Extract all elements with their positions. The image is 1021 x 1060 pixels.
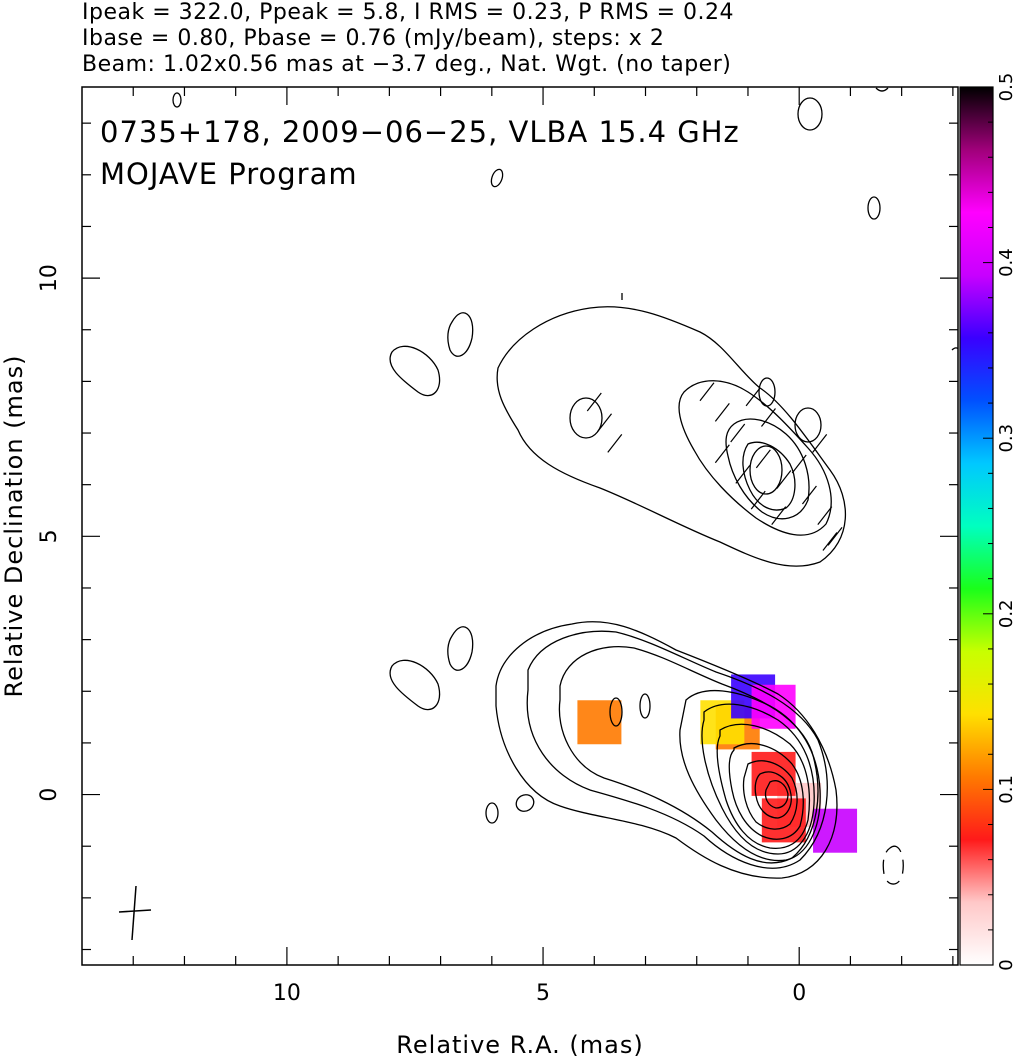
x-tick-label: 10 xyxy=(273,981,301,1006)
header-line-3: Beam: 1.02x0.56 mas at −3.7 deg., Nat. W… xyxy=(82,52,731,77)
contour-outer-left-2 xyxy=(447,626,474,671)
y-tick-label: 0 xyxy=(37,788,62,802)
contour-core-9 xyxy=(754,771,792,819)
evpa-tick xyxy=(801,485,817,505)
contour-core-3 xyxy=(558,646,819,864)
evpa-tick xyxy=(817,506,833,526)
evpa-tick xyxy=(750,490,766,510)
contour-core-1 xyxy=(495,621,838,879)
colorbar-tick-label: 0.3 xyxy=(996,424,1017,453)
colorbar-tick-label: 0.1 xyxy=(996,775,1017,804)
pol-contour-knot-left xyxy=(569,397,603,439)
evpa-vectors xyxy=(586,382,843,551)
y-axis-ticks: 10 5 0 xyxy=(37,122,958,951)
x-tick-label: 5 xyxy=(536,981,550,1006)
colorbar-ticks: 0 0.1 0.2 0.3 0.4 0.5 xyxy=(983,73,1017,971)
plot-area xyxy=(118,87,958,941)
pol-contour-small-top-right xyxy=(797,97,823,131)
contour-core-10 xyxy=(764,780,789,809)
colorbar-tick-label: 0.2 xyxy=(996,599,1017,628)
x-axis-label: Relative R.A. (mas) xyxy=(396,1031,643,1059)
x-axis-ticks: 10 5 0 xyxy=(132,87,954,1006)
contour-knot-1 xyxy=(609,697,623,727)
x-tick-label: 0 xyxy=(792,981,806,1006)
colorbar xyxy=(959,86,994,966)
plot-title-line-1: 0735+178, 2009−06−25, VLBA 15.4 GHz xyxy=(100,115,740,149)
pol-contour-2 xyxy=(678,380,832,536)
pol-contour-small-top-left xyxy=(172,92,182,108)
plot-title-line-2: MOJAVE Program xyxy=(100,157,358,191)
y-tick-label: 10 xyxy=(37,264,62,292)
contour-knot-2 xyxy=(639,693,651,719)
y-axis-label: Relative Declination (mas) xyxy=(0,354,28,697)
contour-core-6 xyxy=(716,723,811,850)
pol-contour-outer-left-2 xyxy=(447,312,474,357)
pol-contour-outer xyxy=(496,306,847,567)
evpa-tick xyxy=(586,392,602,412)
beam-marker xyxy=(118,885,152,941)
evpa-tick xyxy=(755,449,771,469)
evpa-tick xyxy=(730,423,746,443)
pol-contour-5 xyxy=(749,445,783,495)
evpa-tick xyxy=(822,532,838,551)
pol-contour-knot-right xyxy=(794,407,822,443)
pol-contour-3 xyxy=(725,418,810,520)
y-tick-label: 5 xyxy=(37,529,62,543)
evpa-tick xyxy=(760,408,776,427)
pol-contour-edge-right xyxy=(951,347,958,358)
evpa-tick xyxy=(597,413,612,433)
evpa-tick xyxy=(776,470,792,489)
evpa-tick xyxy=(745,387,761,407)
pol-contour-outer-left-1 xyxy=(389,345,441,397)
contour-negative-right xyxy=(882,845,904,885)
contour-core-5 xyxy=(701,703,815,855)
evpa-tick xyxy=(827,526,843,546)
evpa-tick xyxy=(714,444,730,464)
colorbar-tick-label: 0 xyxy=(996,959,1017,970)
pol-contour-small-right xyxy=(867,196,881,220)
evpa-tick xyxy=(791,454,807,474)
header-line-1: Ipeak = 322.0, Ppeak = 5.8, I RMS = 0.23… xyxy=(82,0,734,25)
contour-small-2 xyxy=(485,802,499,824)
pol-contour-knot-top xyxy=(758,377,776,407)
evpa-tick xyxy=(699,382,715,402)
contour-core-2 xyxy=(526,630,828,869)
evpa-tick xyxy=(735,464,751,484)
pol-contour-edge-top xyxy=(875,87,889,92)
contour-outer-left-1 xyxy=(389,659,441,711)
contour-core-7 xyxy=(728,743,804,840)
contour-small-1 xyxy=(515,794,535,812)
evpa-tick xyxy=(771,506,787,526)
contour-core-8 xyxy=(742,760,798,830)
pol-contour-small-mid xyxy=(490,168,504,188)
evpa-tick xyxy=(812,433,828,453)
colorbar-tick-label: 0.5 xyxy=(996,73,1017,102)
total-intensity-contours xyxy=(172,87,958,885)
evpa-tick xyxy=(607,433,623,453)
evpa-tick xyxy=(714,403,730,422)
contour-core-4 xyxy=(679,689,821,862)
header-line-2: Ibase = 0.80, Pbase = 0.76 (mJy/beam), s… xyxy=(82,26,664,51)
polarization-pixel-region xyxy=(813,808,858,853)
fractional-polarization-map xyxy=(577,674,858,853)
polarization-pixel-region xyxy=(577,700,622,745)
colorbar-tick-label: 0.4 xyxy=(996,248,1017,277)
pol-contour-4 xyxy=(742,441,796,511)
